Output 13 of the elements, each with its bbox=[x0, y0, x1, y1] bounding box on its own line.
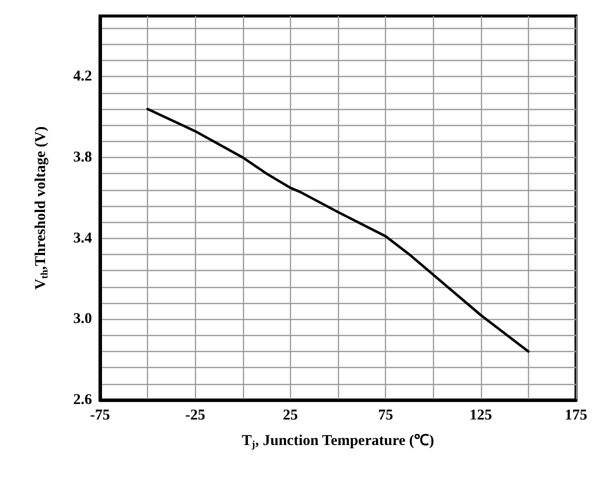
x-tick-label: 25 bbox=[282, 408, 298, 424]
x-tick-label: -75 bbox=[90, 408, 110, 424]
y-axis-title: Vth,Threshold voltage (V) bbox=[33, 126, 50, 290]
x-tick-label: 75 bbox=[378, 408, 394, 424]
line-series bbox=[146, 108, 530, 353]
x-tick-label: -25 bbox=[185, 408, 206, 424]
y-tick-label: 2.6 bbox=[73, 392, 92, 408]
x-tick-label: 125 bbox=[470, 408, 492, 424]
y-tick-label: 3.4 bbox=[73, 230, 92, 246]
y-tick-label: 4.2 bbox=[73, 68, 92, 85]
x-tick-label: 175 bbox=[564, 408, 588, 424]
y-tick-label: 3.8 bbox=[73, 149, 92, 166]
y-tick-label: 3.0 bbox=[73, 311, 92, 328]
